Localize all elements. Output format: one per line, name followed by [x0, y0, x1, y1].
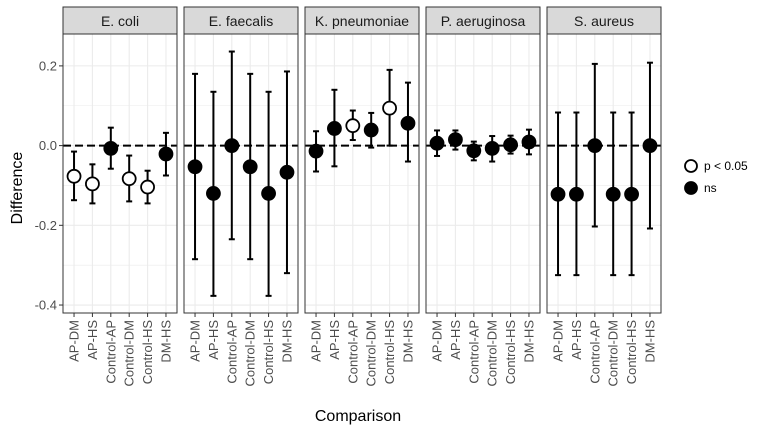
point-ns	[503, 137, 518, 153]
panel: E. faecalis AP-DM AP-HS Control-AP Control-D…	[183, 6, 299, 386]
legend: p < 0.05 ns	[684, 159, 748, 195]
x-tick-label: Control-AP	[587, 320, 602, 384]
y-axis: 0.2 0.0 -0.2 -0.4	[35, 58, 63, 313]
point-ns	[242, 159, 258, 175]
panel-background	[63, 34, 177, 313]
panel-border	[425, 33, 541, 314]
x-tick-label: Control-AP	[224, 320, 239, 384]
strip-label: E. coli	[101, 13, 139, 29]
x-tick-label: DM-HS	[400, 320, 415, 363]
strip-background	[425, 6, 541, 35]
strip-label: P. aeruginosa	[441, 13, 526, 29]
point-ns	[224, 138, 240, 154]
strip-label: E. faecalis	[209, 13, 274, 29]
x-tick-label: Control-AP	[103, 320, 118, 384]
strip-label: K. pneumoniae	[315, 13, 409, 29]
strip-background	[304, 6, 420, 35]
point-ns	[605, 186, 621, 202]
strip-label: S. aureus	[574, 13, 634, 29]
point-significant	[85, 176, 100, 192]
x-tick-label: Control-AP	[466, 320, 481, 384]
point-ns	[158, 146, 174, 162]
legend-key	[684, 159, 698, 173]
x-axis-title: Comparison	[315, 408, 401, 425]
point-significant	[382, 100, 397, 116]
point-significant	[140, 179, 155, 195]
strip-background	[62, 6, 178, 35]
panel: S. aureus AP-DM AP-HS Control-AP Control-DM C…	[546, 6, 662, 386]
x-tick-label: AP-HS	[569, 320, 584, 360]
x-tick-label: DM-HS	[521, 320, 536, 363]
point-significant	[66, 168, 82, 184]
point-ns	[624, 186, 639, 202]
point-ns	[550, 186, 566, 202]
legend-key	[684, 181, 698, 195]
x-tick-label: DM-HS	[158, 320, 173, 363]
x-tick-label: Control-HS	[503, 320, 518, 385]
x-tick-label: AP-HS	[327, 320, 342, 360]
x-tick-label: Control-DM	[122, 320, 137, 386]
point-significant	[345, 118, 361, 134]
point-ns	[400, 115, 416, 131]
strip-background	[183, 6, 299, 35]
point-significant	[121, 171, 137, 187]
point-ns	[569, 186, 584, 202]
panel-border	[304, 33, 420, 314]
x-tick-label: Control-HS	[140, 320, 155, 385]
point-ns	[484, 140, 500, 156]
y-tick-label: -0.4	[35, 298, 57, 313]
y-tick-label: 0.2	[39, 58, 57, 73]
point-ns	[521, 134, 537, 150]
point-ns	[261, 186, 276, 201]
x-tick-label: Control-DM	[243, 320, 258, 386]
panel-background	[426, 34, 540, 313]
panel-border	[546, 33, 662, 314]
x-tick-label: Control-HS	[261, 320, 276, 385]
point-ns	[103, 140, 119, 156]
legend-label: ns	[704, 181, 717, 195]
x-tick-label: AP-HS	[448, 320, 463, 360]
point-ns	[448, 132, 463, 148]
panel-background	[305, 34, 419, 313]
x-tick-label: DM-HS	[642, 320, 657, 363]
x-tick-label: AP-HS	[206, 320, 221, 360]
panel-border	[62, 33, 178, 314]
y-tick-label: -0.2	[35, 218, 57, 233]
x-tick-label: Control-AP	[345, 320, 360, 384]
x-tick-label: AP-DM	[309, 320, 324, 362]
x-tick-label: DM-HS	[279, 320, 294, 363]
panel: P. aeruginosa AP-DM AP-HS Control-AP Control…	[425, 6, 541, 386]
panel-border	[183, 33, 299, 314]
x-tick-label: AP-DM	[430, 320, 445, 362]
panel: E. coli AP-DM AP-HS Control-AP Control-DM Con…	[62, 6, 178, 386]
point-ns	[187, 159, 203, 175]
point-ns	[327, 121, 342, 136]
point-ns	[466, 143, 482, 159]
point-ns	[206, 186, 221, 201]
point-ns	[308, 143, 324, 159]
x-tick-label: AP-DM	[67, 320, 82, 362]
legend-label: p < 0.05	[704, 159, 748, 173]
panel-background	[547, 34, 661, 313]
point-ns	[363, 122, 379, 138]
x-tick-label: Control-DM	[364, 320, 379, 386]
point-ns	[279, 164, 295, 180]
panel-background	[184, 34, 298, 313]
y-tick-label: 0.0	[39, 138, 57, 153]
x-tick-label: AP-DM	[188, 320, 203, 362]
point-ns	[642, 138, 658, 154]
x-tick-label: Control-DM	[485, 320, 500, 386]
x-tick-label: AP-DM	[551, 320, 566, 362]
x-tick-label: Control-HS	[382, 320, 397, 385]
panel: K. pneumoniae AP-DM AP-HS Control-AP Control…	[304, 6, 420, 386]
point-ns	[429, 135, 445, 151]
y-axis-title: Difference	[9, 152, 26, 225]
x-tick-label: AP-HS	[85, 320, 100, 360]
x-tick-label: Control-DM	[606, 320, 621, 386]
point-ns	[587, 138, 603, 154]
x-tick-label: Control-HS	[624, 320, 639, 385]
